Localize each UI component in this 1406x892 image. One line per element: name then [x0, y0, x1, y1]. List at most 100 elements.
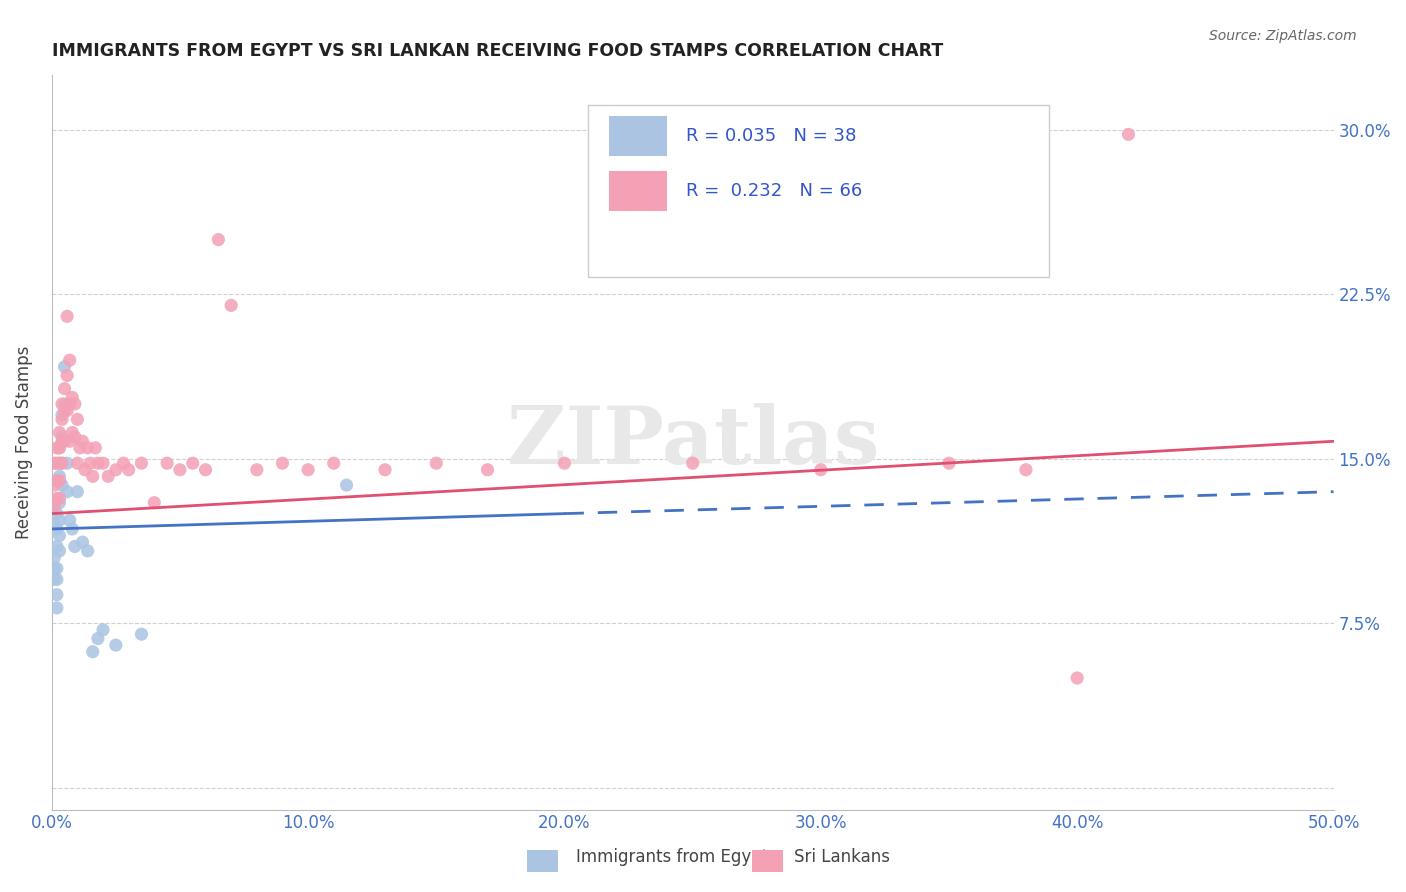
Point: [53, 359, 76, 374]
Point: [44, 573, 66, 587]
Point: [53, 403, 76, 417]
Point: [44, 561, 66, 575]
Point: [51, 478, 73, 492]
Point: [48, 491, 70, 506]
Point: [44, 496, 66, 510]
Point: [91, 623, 114, 637]
Point: [45, 588, 67, 602]
Point: [51, 456, 73, 470]
Point: [51, 408, 73, 422]
Point: [53, 382, 76, 396]
Text: R = 0.035   N = 38: R = 0.035 N = 38: [686, 127, 856, 145]
Point: [97, 469, 120, 483]
Point: [51, 397, 73, 411]
Point: [104, 463, 127, 477]
Point: [374, 463, 396, 477]
FancyBboxPatch shape: [588, 104, 1049, 277]
Point: [48, 513, 70, 527]
Point: [51, 412, 73, 426]
Point: [48, 528, 70, 542]
Point: [219, 298, 242, 312]
Point: [45, 522, 67, 536]
Text: IMMIGRANTS FROM EGYPT VS SRI LANKAN RECEIVING FOOD STAMPS CORRELATION CHART: IMMIGRANTS FROM EGYPT VS SRI LANKAN RECE…: [52, 42, 943, 60]
Point: [53, 434, 76, 449]
Point: [72, 434, 94, 449]
Point: [87, 632, 110, 646]
Point: [194, 463, 217, 477]
Point: [112, 456, 135, 470]
Point: [45, 507, 67, 521]
Text: ZIPatlas: ZIPatlas: [506, 403, 879, 482]
Point: [56, 456, 79, 470]
Point: [76, 441, 98, 455]
Point: [1118, 128, 1140, 142]
Point: [938, 456, 960, 470]
Point: [59, 397, 82, 411]
Point: [810, 463, 832, 477]
Point: [131, 627, 153, 641]
Point: [60, 522, 83, 536]
Point: [45, 561, 67, 575]
Point: [82, 645, 104, 659]
Point: [48, 469, 70, 483]
Point: [246, 463, 269, 477]
Point: [66, 412, 89, 426]
Point: [207, 233, 229, 247]
Point: [45, 441, 67, 455]
Point: [87, 456, 110, 470]
Point: [66, 456, 89, 470]
Point: [76, 544, 98, 558]
Point: [131, 456, 153, 470]
Point: [69, 441, 91, 455]
Point: [143, 496, 166, 510]
Point: [1015, 463, 1038, 477]
Point: [48, 474, 70, 488]
Point: [44, 456, 66, 470]
Point: [51, 434, 73, 449]
Point: [45, 474, 67, 488]
Point: [84, 441, 107, 455]
Point: [63, 397, 86, 411]
Point: [60, 425, 83, 440]
Point: [56, 403, 79, 417]
Text: Sri Lankans: Sri Lankans: [794, 847, 890, 865]
Point: [118, 463, 141, 477]
Point: [56, 484, 79, 499]
Point: [63, 540, 86, 554]
Point: [271, 456, 294, 470]
Text: Source: ZipAtlas.com: Source: ZipAtlas.com: [1209, 29, 1357, 43]
Point: [48, 425, 70, 440]
Point: [44, 478, 66, 492]
Point: [45, 600, 67, 615]
Point: [44, 500, 66, 514]
Point: [44, 517, 66, 532]
Point: [56, 310, 79, 324]
Point: [425, 456, 447, 470]
Point: [682, 456, 704, 470]
Point: [48, 441, 70, 455]
FancyBboxPatch shape: [609, 170, 666, 211]
Point: [553, 456, 575, 470]
Point: [59, 513, 82, 527]
Point: [75, 463, 97, 477]
Point: [104, 638, 127, 652]
Point: [48, 441, 70, 455]
Text: R =  0.232   N = 66: R = 0.232 N = 66: [686, 182, 862, 200]
Y-axis label: Receiving Food Stamps: Receiving Food Stamps: [15, 346, 32, 539]
Point: [45, 540, 67, 554]
Point: [66, 484, 89, 499]
Point: [1066, 671, 1088, 685]
Point: [335, 478, 357, 492]
Point: [45, 573, 67, 587]
Point: [72, 535, 94, 549]
Point: [59, 353, 82, 368]
Point: [56, 368, 79, 383]
Point: [51, 430, 73, 444]
Point: [45, 456, 67, 470]
Text: Immigrants from Egypt: Immigrants from Egypt: [576, 847, 769, 865]
Point: [53, 397, 76, 411]
Point: [48, 496, 70, 510]
Point: [181, 456, 204, 470]
Point: [79, 456, 101, 470]
FancyBboxPatch shape: [609, 116, 666, 156]
